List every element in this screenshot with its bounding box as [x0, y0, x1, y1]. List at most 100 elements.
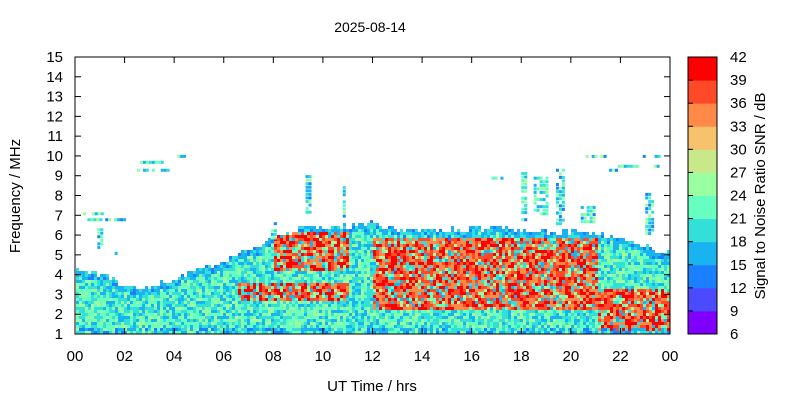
heatmap-cell — [451, 271, 454, 274]
heatmap-cell — [577, 232, 580, 235]
heatmap-cell — [145, 310, 148, 313]
heatmap-cell — [496, 253, 499, 256]
heatmap-cell — [478, 301, 481, 304]
heatmap-cell — [361, 277, 364, 280]
heatmap-cell — [499, 229, 502, 232]
heatmap-cell — [244, 283, 247, 286]
heatmap-cell — [445, 295, 448, 298]
heatmap-cell — [349, 301, 352, 304]
heatmap-cell — [394, 259, 397, 262]
heatmap-cell — [313, 310, 316, 313]
heatmap-cell — [226, 310, 229, 313]
heatmap-cell — [304, 322, 307, 325]
heatmap-cell — [169, 292, 172, 295]
heatmap-cell — [328, 262, 331, 265]
heatmap-cell — [571, 250, 574, 253]
heatmap-cell — [307, 271, 310, 274]
heatmap-cell — [571, 265, 574, 268]
heatmap-cell — [97, 322, 100, 325]
heatmap-cell — [184, 286, 187, 289]
heatmap-cell — [226, 319, 229, 322]
heatmap-cell — [556, 295, 559, 298]
heatmap-cell — [397, 235, 400, 238]
heatmap-cell — [118, 292, 121, 295]
heatmap-cell — [352, 292, 355, 295]
heatmap-cell — [457, 289, 460, 292]
heatmap-cell — [430, 292, 433, 295]
heatmap-cell — [418, 307, 421, 310]
heatmap-cell — [289, 328, 292, 331]
heatmap-cell — [205, 298, 208, 301]
heatmap-cell — [301, 328, 304, 331]
heatmap-cell — [439, 304, 442, 307]
heatmap-cell — [436, 241, 439, 244]
heatmap-cell — [439, 292, 442, 295]
heatmap-cell — [325, 256, 328, 259]
heatmap-cell — [535, 268, 538, 271]
heatmap-cell — [247, 313, 250, 316]
heatmap-cell — [565, 250, 568, 253]
heatmap-cell — [406, 298, 409, 301]
heatmap-cell — [265, 250, 268, 253]
heatmap-cell — [160, 328, 163, 331]
heatmap-cell — [154, 289, 157, 292]
heatmap-cell — [412, 238, 415, 241]
heatmap-cell — [496, 229, 499, 232]
heatmap-cell — [274, 316, 277, 319]
heatmap-cell — [484, 229, 487, 232]
heatmap-cell — [373, 253, 376, 256]
heatmap-cell — [226, 328, 229, 331]
heatmap-cell — [334, 253, 337, 256]
heatmap-cell — [310, 283, 313, 286]
heatmap-cell — [349, 256, 352, 259]
heatmap-cell — [580, 283, 583, 286]
heatmap-cell — [565, 307, 568, 310]
heatmap-cell — [574, 286, 577, 289]
heatmap-cell — [568, 325, 571, 328]
heatmap-cell — [79, 304, 82, 307]
heatmap-cell — [355, 235, 358, 238]
heatmap-cell — [406, 265, 409, 268]
heatmap-cell — [556, 310, 559, 313]
heatmap-cell — [472, 244, 475, 247]
heatmap-cell — [262, 256, 265, 259]
heatmap-cell — [136, 331, 139, 334]
heatmap-cell — [325, 310, 328, 313]
heatmap-cell — [418, 274, 421, 277]
heatmap-cell — [580, 325, 583, 328]
heatmap-cell — [244, 289, 247, 292]
heatmap-cell — [538, 232, 541, 235]
heatmap-cell — [532, 328, 535, 331]
heatmap-cell — [481, 259, 484, 262]
heatmap-cell — [397, 289, 400, 292]
heatmap-cell — [544, 229, 547, 232]
heatmap-cell — [424, 232, 427, 235]
heatmap-cell — [265, 280, 268, 283]
heatmap-cell — [184, 319, 187, 322]
heatmap-cell — [499, 328, 502, 331]
heatmap-cell — [466, 238, 469, 241]
heatmap-cell — [394, 325, 397, 328]
heatmap-cell — [475, 304, 478, 307]
heatmap-cell — [532, 322, 535, 325]
heatmap-cell — [391, 247, 394, 250]
heatmap-cell — [547, 331, 550, 334]
heatmap-cell — [346, 244, 349, 247]
heatmap-cell — [346, 316, 349, 319]
heatmap-cell — [427, 331, 430, 334]
heatmap-cell — [481, 265, 484, 268]
heatmap-cell — [403, 286, 406, 289]
heatmap-cell — [550, 289, 553, 292]
heatmap-cell — [295, 316, 298, 319]
heatmap-cell — [487, 289, 490, 292]
heatmap-cell — [568, 307, 571, 310]
heatmap-cell — [421, 280, 424, 283]
heatmap-cell — [325, 286, 328, 289]
heatmap-cell — [415, 268, 418, 271]
heatmap-cell — [529, 259, 532, 262]
heatmap-cell — [313, 319, 316, 322]
heatmap-cell — [328, 277, 331, 280]
heatmap-cell — [574, 298, 577, 301]
heatmap-cell — [478, 298, 481, 301]
